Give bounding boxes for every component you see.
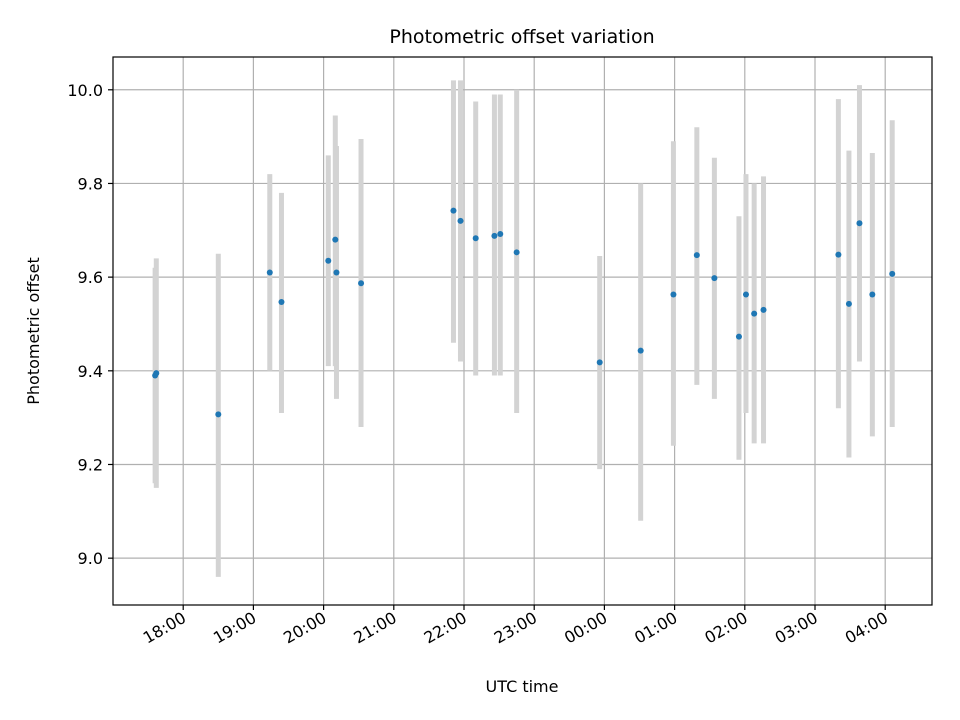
data-point [670, 291, 677, 298]
data-point [845, 300, 852, 307]
x-tick-label: 21:00 [350, 608, 399, 648]
y-tick-label: 9.8 [78, 174, 103, 193]
data-point [215, 411, 222, 418]
data-point [457, 217, 464, 224]
x-tick-label: 00:00 [561, 608, 610, 648]
y-axis-ticks: 9.0 9.2 9.4 9.6 9.8 10.0 [67, 81, 113, 568]
data-point [711, 275, 718, 282]
data-point [358, 280, 365, 287]
data-point [491, 232, 498, 239]
x-tick-label: 18:00 [140, 608, 189, 648]
x-tick-label: 03:00 [772, 608, 821, 648]
data-point [325, 257, 332, 264]
y-tick-label: 9.2 [78, 455, 103, 474]
data-point [596, 359, 603, 366]
data-point [497, 231, 504, 238]
grid-lines [113, 57, 932, 605]
y-tick-label: 9.0 [78, 549, 103, 568]
error-bars [152, 80, 895, 577]
data-point [751, 310, 758, 317]
data-point [266, 269, 273, 276]
x-axis-title: UTC time [486, 677, 559, 696]
x-tick-label: 04:00 [842, 608, 891, 648]
data-point [835, 251, 842, 258]
x-tick-label: 01:00 [631, 608, 680, 648]
data-point [513, 249, 520, 256]
y-tick-label: 9.6 [78, 268, 103, 287]
data-point [333, 269, 340, 276]
x-tick-label: 20:00 [280, 608, 329, 648]
data-point [153, 370, 160, 377]
data-point [742, 291, 749, 298]
chart-title: Photometric offset variation [389, 26, 654, 48]
x-tick-label: 19:00 [210, 608, 259, 648]
data-point [278, 298, 285, 305]
data-point [332, 236, 339, 243]
data-point [760, 306, 767, 313]
data-point [889, 270, 896, 277]
y-tick-label: 10.0 [67, 81, 103, 100]
data-point [637, 347, 644, 354]
data-point [693, 252, 700, 259]
data-point [472, 235, 479, 242]
data-points [152, 207, 896, 418]
x-tick-label: 23:00 [491, 608, 540, 648]
x-axis-ticks: 18:00 19:00 20:00 21:00 22:00 23:00 00:00 01:00… [140, 605, 891, 648]
x-tick-label: 22:00 [421, 608, 470, 648]
plot-frame [112, 56, 933, 606]
y-tick-label: 9.4 [78, 362, 103, 381]
y-axis-title: Photometric offset [24, 257, 43, 405]
data-point [869, 291, 876, 298]
data-point [735, 333, 742, 340]
data-point [450, 207, 457, 214]
data-point [856, 220, 863, 227]
x-tick-label: 02:00 [701, 608, 750, 648]
